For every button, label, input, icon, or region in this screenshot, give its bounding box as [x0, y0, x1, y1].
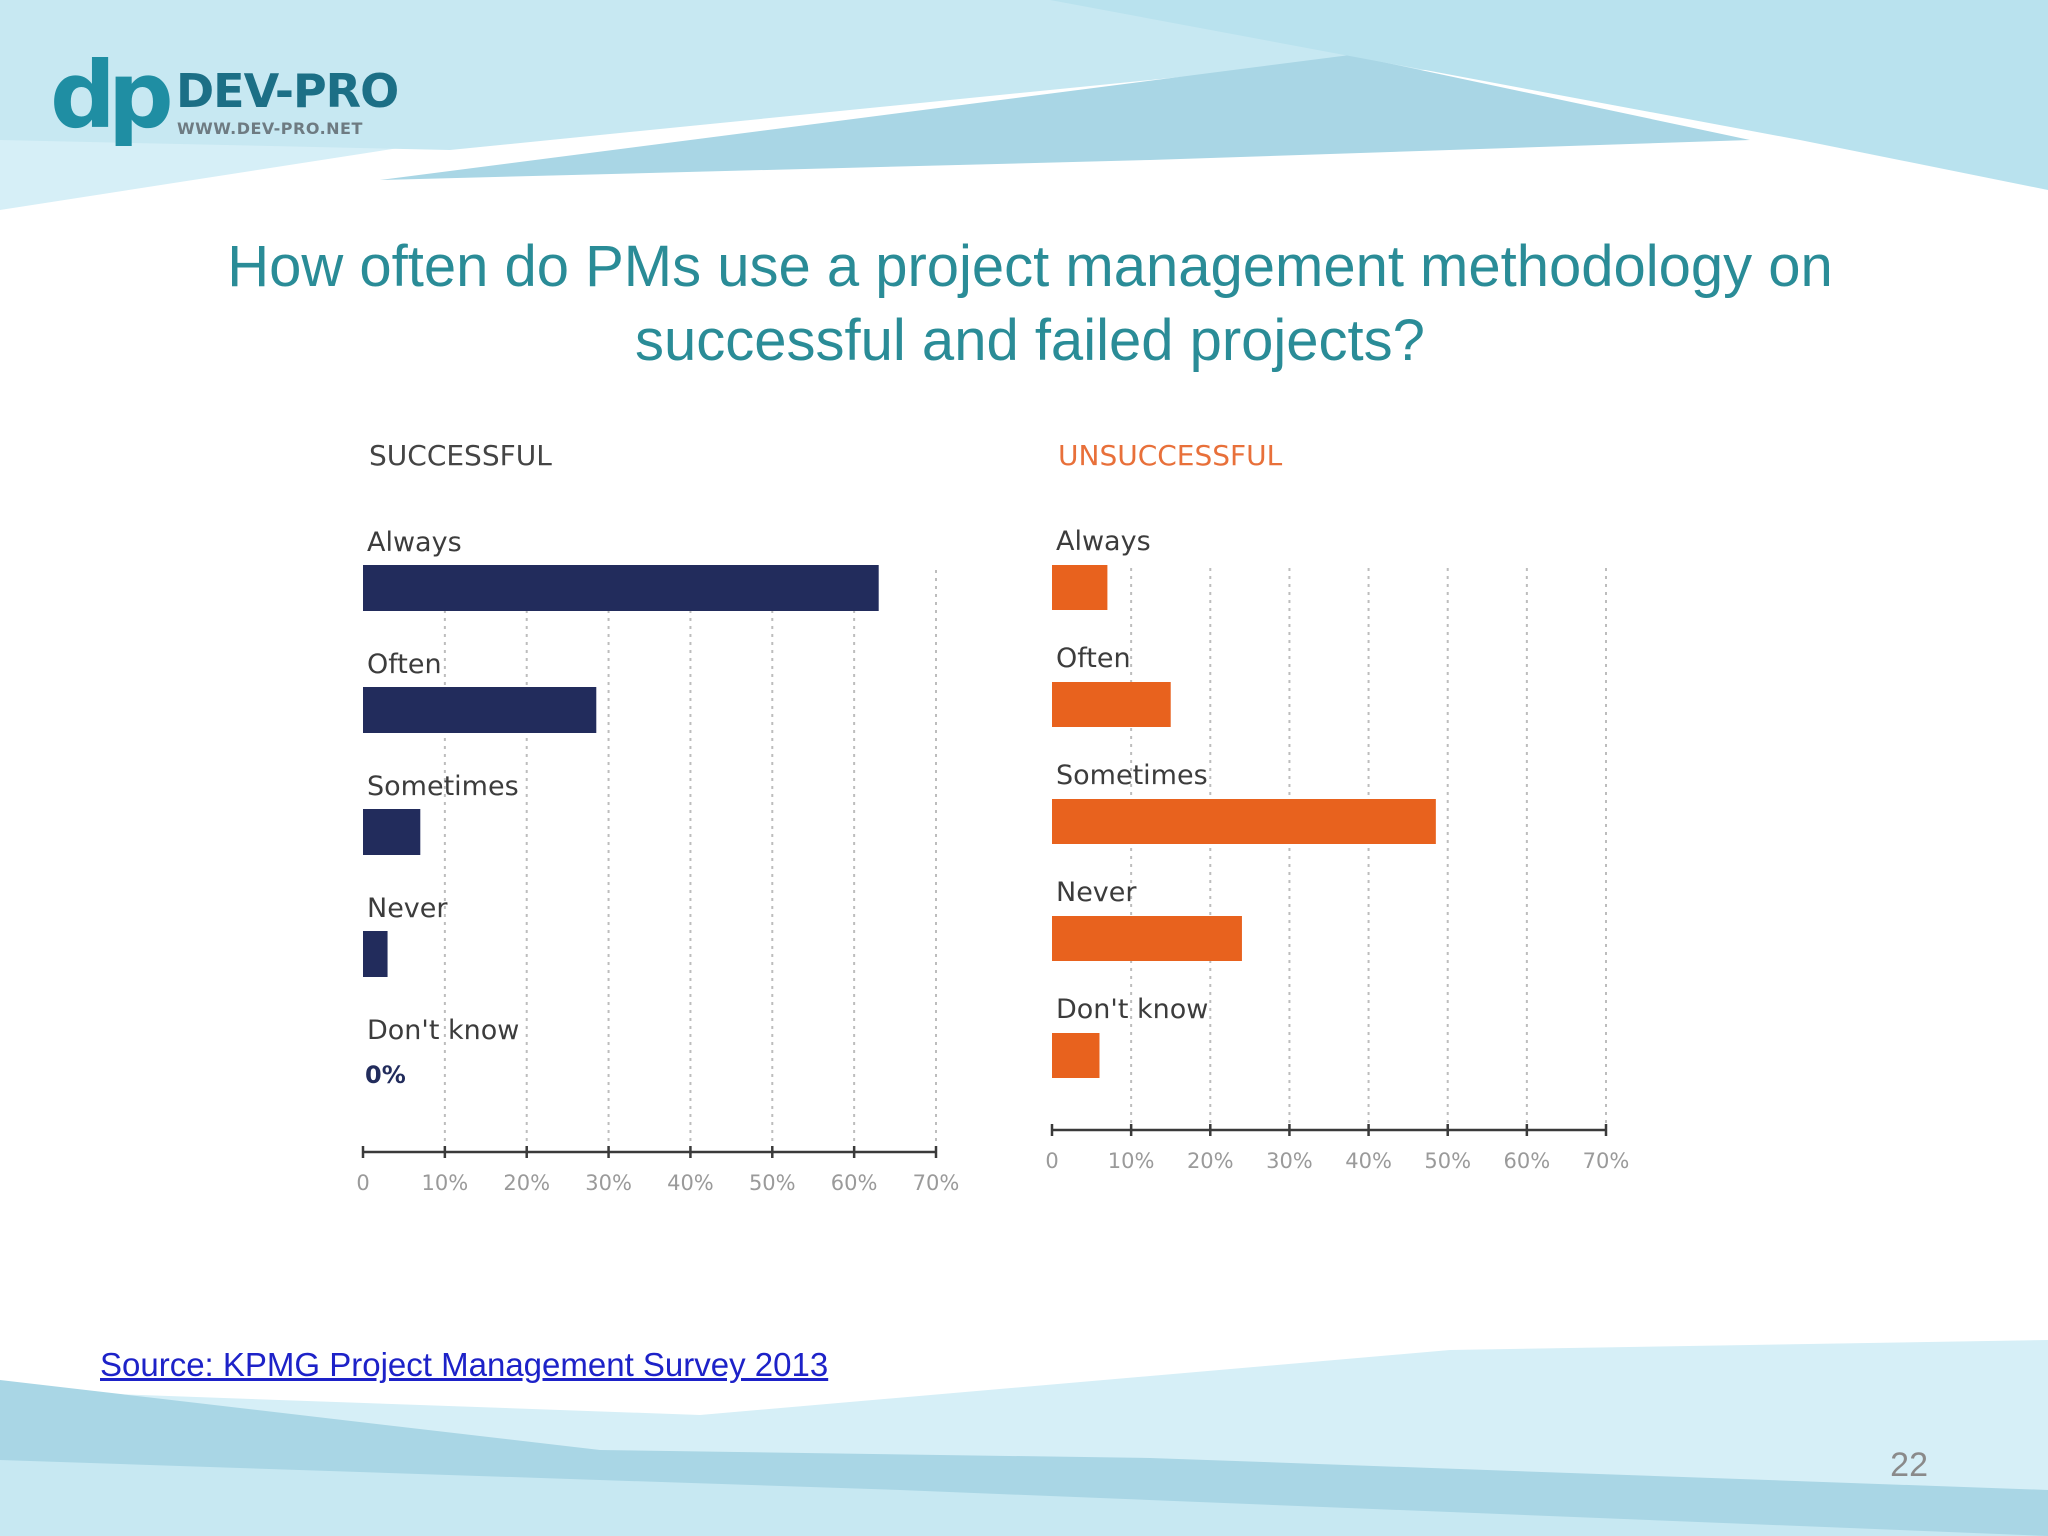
- successful-tick-label: 70%: [913, 1171, 960, 1195]
- dev-pro-logo: dp DEV-PRO WWW.DEV-PRO.NET: [50, 50, 410, 150]
- successful-category-label: Never: [367, 893, 448, 924]
- successful-category-label: Sometimes: [367, 771, 519, 802]
- successful-tick-label: 40%: [667, 1171, 714, 1195]
- logo-name: DEV-PRO: [176, 64, 399, 118]
- header-wave-background: [0, 0, 2048, 210]
- page-number: 22: [1890, 1446, 1928, 1484]
- slide-title: How often do PMs use a project managemen…: [227, 234, 1833, 373]
- successful-bar: [363, 565, 879, 611]
- unsuccessful-bar: [1052, 799, 1436, 844]
- unsuccessful-tick-label: 50%: [1424, 1149, 1471, 1173]
- successful-tick-label: 60%: [831, 1171, 878, 1195]
- unsuccessful-category-label: Always: [1056, 526, 1151, 557]
- successful-tick-label: 50%: [749, 1171, 796, 1195]
- successful-title: SUCCESSFUL: [369, 439, 552, 472]
- successful-tick-label: 20%: [503, 1171, 550, 1195]
- unsuccessful-tick-label: 60%: [1504, 1149, 1551, 1173]
- unsuccessful-category-label: Often: [1056, 643, 1131, 674]
- footer-wave-background: [0, 1340, 2048, 1536]
- successful-category-label: Don't know: [367, 1015, 519, 1046]
- unsuccessful-tick-label: 10%: [1108, 1149, 1155, 1173]
- chart-unsuccessful-svg: UNSUCCESSFUL 0 10% 20% 30% 40% 50% 60% 70% Always…: [1045, 439, 1630, 1173]
- chart-unsuccessful: UNSUCCESSFUL 0 10% 20% 30% 40% 50% 60% 70% Always…: [1035, 430, 1695, 1210]
- chart-successful-svg: SUCCESSFUL 0 10% 20% 30% 40% 50% 60% 70% Always Of…: [356, 439, 960, 1195]
- successful-bar: [363, 687, 597, 733]
- successful-tick-label: 10%: [422, 1171, 469, 1195]
- successful-tick-label: 0: [356, 1171, 369, 1195]
- unsuccessful-tick-label: 70%: [1583, 1149, 1630, 1173]
- unsuccessful-tick-label: 20%: [1187, 1149, 1234, 1173]
- successful-data-label: 0%: [365, 1061, 406, 1089]
- unsuccessful-bar: [1052, 565, 1108, 610]
- unsuccessful-bar: [1052, 682, 1171, 727]
- unsuccessful-tick-label: 0: [1045, 1149, 1058, 1173]
- unsuccessful-title: UNSUCCESSFUL: [1058, 439, 1283, 472]
- unsuccessful-bar: [1052, 916, 1242, 961]
- logo-mark: dp: [50, 42, 174, 149]
- unsuccessful-tick-label: 40%: [1345, 1149, 1392, 1173]
- successful-bar: [363, 809, 421, 855]
- source-link[interactable]: Source: KPMG Project Management Survey 2…: [100, 1346, 829, 1383]
- unsuccessful-category-label: Sometimes: [1056, 760, 1208, 791]
- unsuccessful-tick-label: 30%: [1266, 1149, 1313, 1173]
- unsuccessful-bar: [1052, 1033, 1100, 1078]
- unsuccessful-category-label: Don't know: [1056, 994, 1208, 1025]
- logo-url: WWW.DEV-PRO.NET: [177, 119, 363, 138]
- unsuccessful-category-label: Never: [1056, 877, 1137, 908]
- successful-bar: [363, 931, 388, 977]
- successful-category-label: Often: [367, 649, 442, 680]
- successful-category-label: Always: [367, 527, 462, 558]
- successful-tick-label: 30%: [585, 1171, 632, 1195]
- chart-successful: SUCCESSFUL 0 10% 20% 30% 40% 50% 60% 70% Always Of…: [345, 430, 1005, 1210]
